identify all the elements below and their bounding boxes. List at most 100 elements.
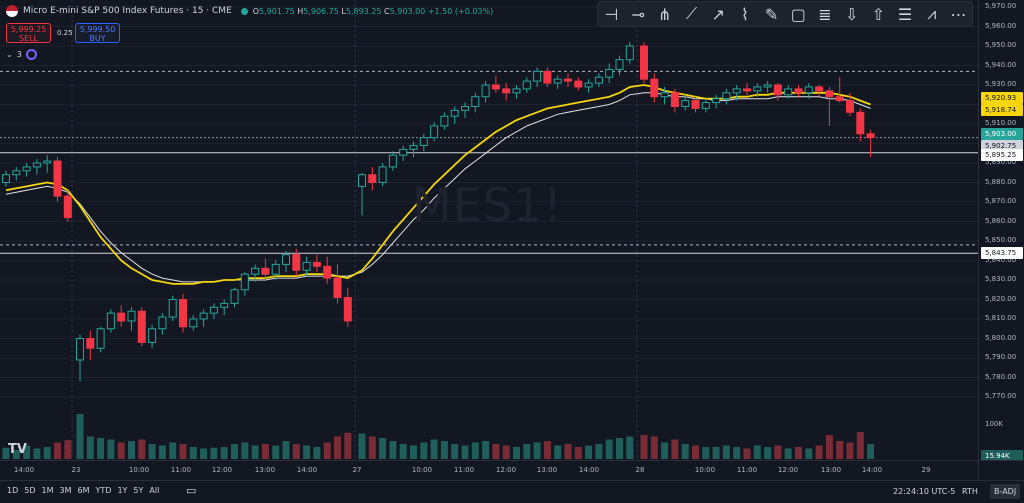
volume-bar bbox=[650, 436, 658, 459]
volume-bar bbox=[76, 414, 84, 459]
ray-icon[interactable]: ↗ bbox=[711, 4, 725, 24]
candle-body bbox=[388, 154, 397, 168]
price-tick-label: 5,810.00 bbox=[985, 314, 1017, 322]
symbol-legend[interactable]: Micro E-mini S&P 500 Index Futures · 15 … bbox=[6, 5, 493, 17]
indicator-count: 3 bbox=[16, 50, 22, 59]
pitchfork-icon[interactable]: ⋔ bbox=[658, 4, 672, 24]
time-tick-label: 11:00 bbox=[453, 466, 475, 474]
candle-body bbox=[691, 100, 700, 109]
timeframe-button-all[interactable]: All bbox=[149, 486, 160, 495]
timeframe-button-6m[interactable]: 6M bbox=[77, 486, 90, 495]
date-range-icon[interactable]: ▭ bbox=[186, 484, 197, 497]
volume-bar bbox=[681, 444, 689, 459]
more-icon[interactable]: ⋯ bbox=[950, 4, 967, 24]
volume-bar bbox=[585, 445, 593, 459]
candle-body bbox=[670, 92, 679, 107]
timeframe-button-1m[interactable]: 1M bbox=[41, 486, 54, 495]
symbol-title[interactable]: Micro E-mini S&P 500 Index Futures · 15 … bbox=[23, 6, 232, 16]
rectangle-icon[interactable]: ▢ bbox=[790, 4, 806, 24]
volume-bar bbox=[733, 447, 741, 459]
time-tick-label: 12:00 bbox=[777, 466, 799, 474]
arrow-down-icon[interactable]: ⇩ bbox=[844, 4, 859, 24]
spread-value: 0.25 bbox=[57, 29, 73, 37]
candle-body bbox=[804, 86, 813, 94]
price-chart[interactable] bbox=[0, 0, 978, 460]
volume-bar bbox=[856, 432, 864, 459]
volume-bar bbox=[23, 445, 31, 459]
volume-bar bbox=[344, 432, 352, 459]
candle-body bbox=[522, 80, 531, 90]
buy-button[interactable]: 5,999.50 BUY bbox=[75, 23, 120, 43]
drawing-toolbar[interactable]: ⊣ ⊸ ⋔ ⟋ ↗ ⌇ ✎ ▢ ≣ ⇩ ⇧ ☰ ⩘ ⋯ bbox=[597, 1, 973, 27]
list-icon[interactable]: ☰ bbox=[897, 4, 913, 24]
sell-price: 5,999.25 bbox=[10, 25, 47, 34]
candle-body bbox=[12, 170, 21, 176]
time-tick-label: 23 bbox=[71, 466, 81, 474]
timeframe-button-1y[interactable]: 1Y bbox=[117, 486, 128, 495]
volume-bar bbox=[616, 438, 623, 459]
candle-body bbox=[450, 109, 459, 117]
candle-body bbox=[343, 297, 352, 322]
volume-bar bbox=[554, 445, 562, 459]
volume-scale-label: 100K bbox=[985, 420, 1003, 428]
candle-body bbox=[419, 137, 428, 146]
chart-pane[interactable]: MES1! Micro E-mini S&P 500 Index Futures… bbox=[0, 0, 978, 460]
timeframe-button-ytd[interactable]: YTD bbox=[95, 486, 112, 495]
timeframe-button-3m[interactable]: 3M bbox=[59, 486, 72, 495]
timeframe-button-5y[interactable]: 5Y bbox=[133, 486, 144, 495]
trend-line-icon[interactable]: ⟋ bbox=[685, 4, 698, 23]
price-tick-label: 5,870.00 bbox=[985, 197, 1017, 205]
volume-bar bbox=[210, 447, 218, 459]
volume-bar bbox=[128, 441, 135, 459]
price-tick-label: 5,770.00 bbox=[985, 392, 1017, 400]
candle-body bbox=[815, 86, 824, 92]
volume-bar bbox=[410, 445, 417, 459]
volume-bar bbox=[200, 448, 208, 459]
candle-body bbox=[650, 78, 659, 98]
time-tick-label: 14:00 bbox=[861, 466, 883, 474]
volume-bar bbox=[148, 444, 156, 459]
timeframe-button-5d[interactable]: 5D bbox=[24, 486, 36, 495]
tradingview-logo-icon[interactable]: TV bbox=[8, 442, 27, 457]
time-axis[interactable]: 14:00 23 10:00 11:00 12:00 13:00 14:00 27 10:00 1… bbox=[0, 460, 978, 481]
candle-body bbox=[763, 84, 772, 88]
candle-body bbox=[732, 88, 741, 94]
candle-body bbox=[866, 133, 875, 139]
price-tick-label: 5,880.00 bbox=[985, 177, 1017, 186]
price-badge-level-high: 5,895.25 bbox=[981, 148, 1023, 161]
price-axis[interactable]: 5,970.00 5,960.00 5,950.00 5,940.00 5,930.00… bbox=[978, 0, 1024, 462]
volume-bar bbox=[292, 444, 300, 459]
candle-body bbox=[358, 174, 366, 187]
volume-bar bbox=[626, 436, 634, 459]
volume-bar bbox=[220, 447, 228, 459]
volume-bar bbox=[564, 444, 572, 459]
long-position-icon[interactable]: ⊣ bbox=[604, 4, 619, 24]
candle-body bbox=[594, 76, 603, 84]
volume-bar bbox=[86, 436, 94, 459]
candle-body bbox=[430, 125, 439, 139]
adjustment-toggle[interactable]: B-ADJ bbox=[990, 484, 1021, 499]
candle-body bbox=[835, 96, 844, 102]
arrow-up-icon[interactable]: ⇧ bbox=[871, 4, 886, 24]
time-tick-label: 10:00 bbox=[128, 466, 150, 474]
volume-bar bbox=[543, 441, 551, 459]
time-tick-label: 29 bbox=[921, 466, 931, 474]
session-toggle[interactable]: RTH bbox=[962, 487, 978, 496]
price-tick-label: 5,890.00 bbox=[985, 158, 1017, 166]
volume-bar bbox=[836, 441, 844, 459]
text-lines-icon[interactable]: ≣ bbox=[818, 4, 832, 24]
candle-body bbox=[794, 88, 803, 94]
indicators-toggle[interactable]: ⌄ 3 bbox=[6, 49, 37, 60]
market-status-icon[interactable] bbox=[240, 7, 248, 15]
volume-bar bbox=[358, 433, 366, 459]
pen-icon[interactable]: ✎ bbox=[764, 4, 779, 24]
zigzag-icon[interactable]: ⩘ bbox=[927, 4, 937, 23]
sell-button[interactable]: 5,999.25 SELL bbox=[6, 23, 51, 43]
clock[interactable]: 22:24:10 UTC-5 bbox=[893, 487, 956, 496]
candle-body bbox=[127, 310, 136, 322]
path-icon[interactable]: ⌇ bbox=[740, 4, 749, 24]
volume-bar bbox=[272, 445, 280, 459]
timeframe-button-1d[interactable]: 1D bbox=[7, 486, 19, 495]
volume-bar bbox=[574, 447, 582, 459]
horizontal-ray-icon[interactable]: ⊸ bbox=[631, 4, 645, 24]
